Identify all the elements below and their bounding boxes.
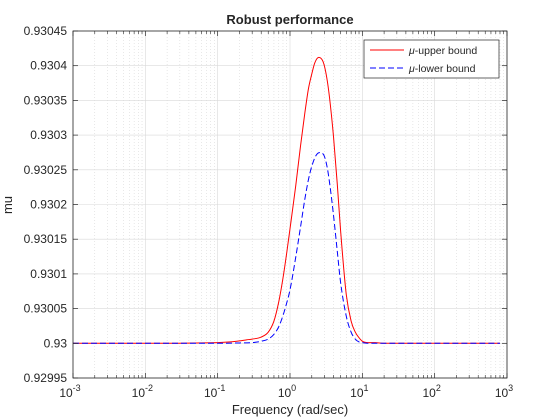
x-tick-exponent: 0 [291,383,296,393]
x-tick-base: 10 [278,386,292,400]
x-tick-exponent: 1 [364,383,369,393]
chart-title: Robust performance [226,12,353,27]
x-tick-base: 10 [204,386,218,400]
x-tick-exponent: -2 [145,383,153,393]
x-tick-exponent: -3 [73,383,81,393]
y-axis-label: mu [0,196,15,214]
x-axis-label: Frequency (rad/sec) [232,402,348,417]
x-tick-label: 10-1 [204,383,225,400]
x-tick-label: 100 [278,383,296,400]
legend-symbol-lower: μ [408,63,415,75]
series-line-lower-bound [73,151,500,344]
y-tick-label: 0.93025 [24,163,68,177]
series-line-upper-bound [73,56,500,344]
x-tick-label: 10-3 [59,383,80,400]
y-tick-labels: 0.92995 0.93 0.93005 0.9301 0.93015 0.9302 0.9… [24,24,68,385]
y-tick-label: 0.92995 [24,371,68,385]
y-tick-label: 0.93015 [24,232,68,246]
legend-symbol-upper: μ [408,45,415,57]
legend-text-lower: -lower bound [415,63,476,75]
y-tick-label: 0.93045 [24,24,68,38]
legend-label-upper: μ-upper bound [408,45,477,57]
x-tick-base: 10 [132,386,146,400]
series-layer [73,56,500,344]
y-tick-label: 0.9301 [30,267,67,281]
x-tick-base: 10 [59,386,73,400]
x-tick-exponent: 3 [508,383,513,393]
x-tick-base: 10 [350,386,364,400]
y-tick-label: 0.9302 [30,198,67,212]
y-tick-label: 0.9304 [30,59,67,73]
x-tick-base: 10 [495,386,509,400]
x-tick-label: 101 [350,383,368,400]
y-tick-label: 0.93035 [24,93,68,107]
legend-text-upper: -upper bound [415,45,478,57]
ticks [72,30,508,379]
y-tick-label: 0.93 [44,336,68,350]
x-tick-labels: 10-3 10-2 10-1 100 101 102 103 [59,383,513,400]
x-tick-exponent: 2 [436,383,441,393]
legend-box [363,39,500,79]
x-tick-exponent: -1 [217,383,225,393]
x-tick-label: 103 [495,383,513,400]
legend: μ-upper bound μ-lower bound [363,39,500,79]
y-tick-label: 0.9303 [30,128,67,142]
x-tick-label: 10-2 [132,383,153,400]
x-tick-label: 102 [422,383,440,400]
y-tick-label: 0.93005 [24,302,68,316]
x-tick-base: 10 [422,386,436,400]
legend-label-lower: μ-lower bound [408,63,476,75]
